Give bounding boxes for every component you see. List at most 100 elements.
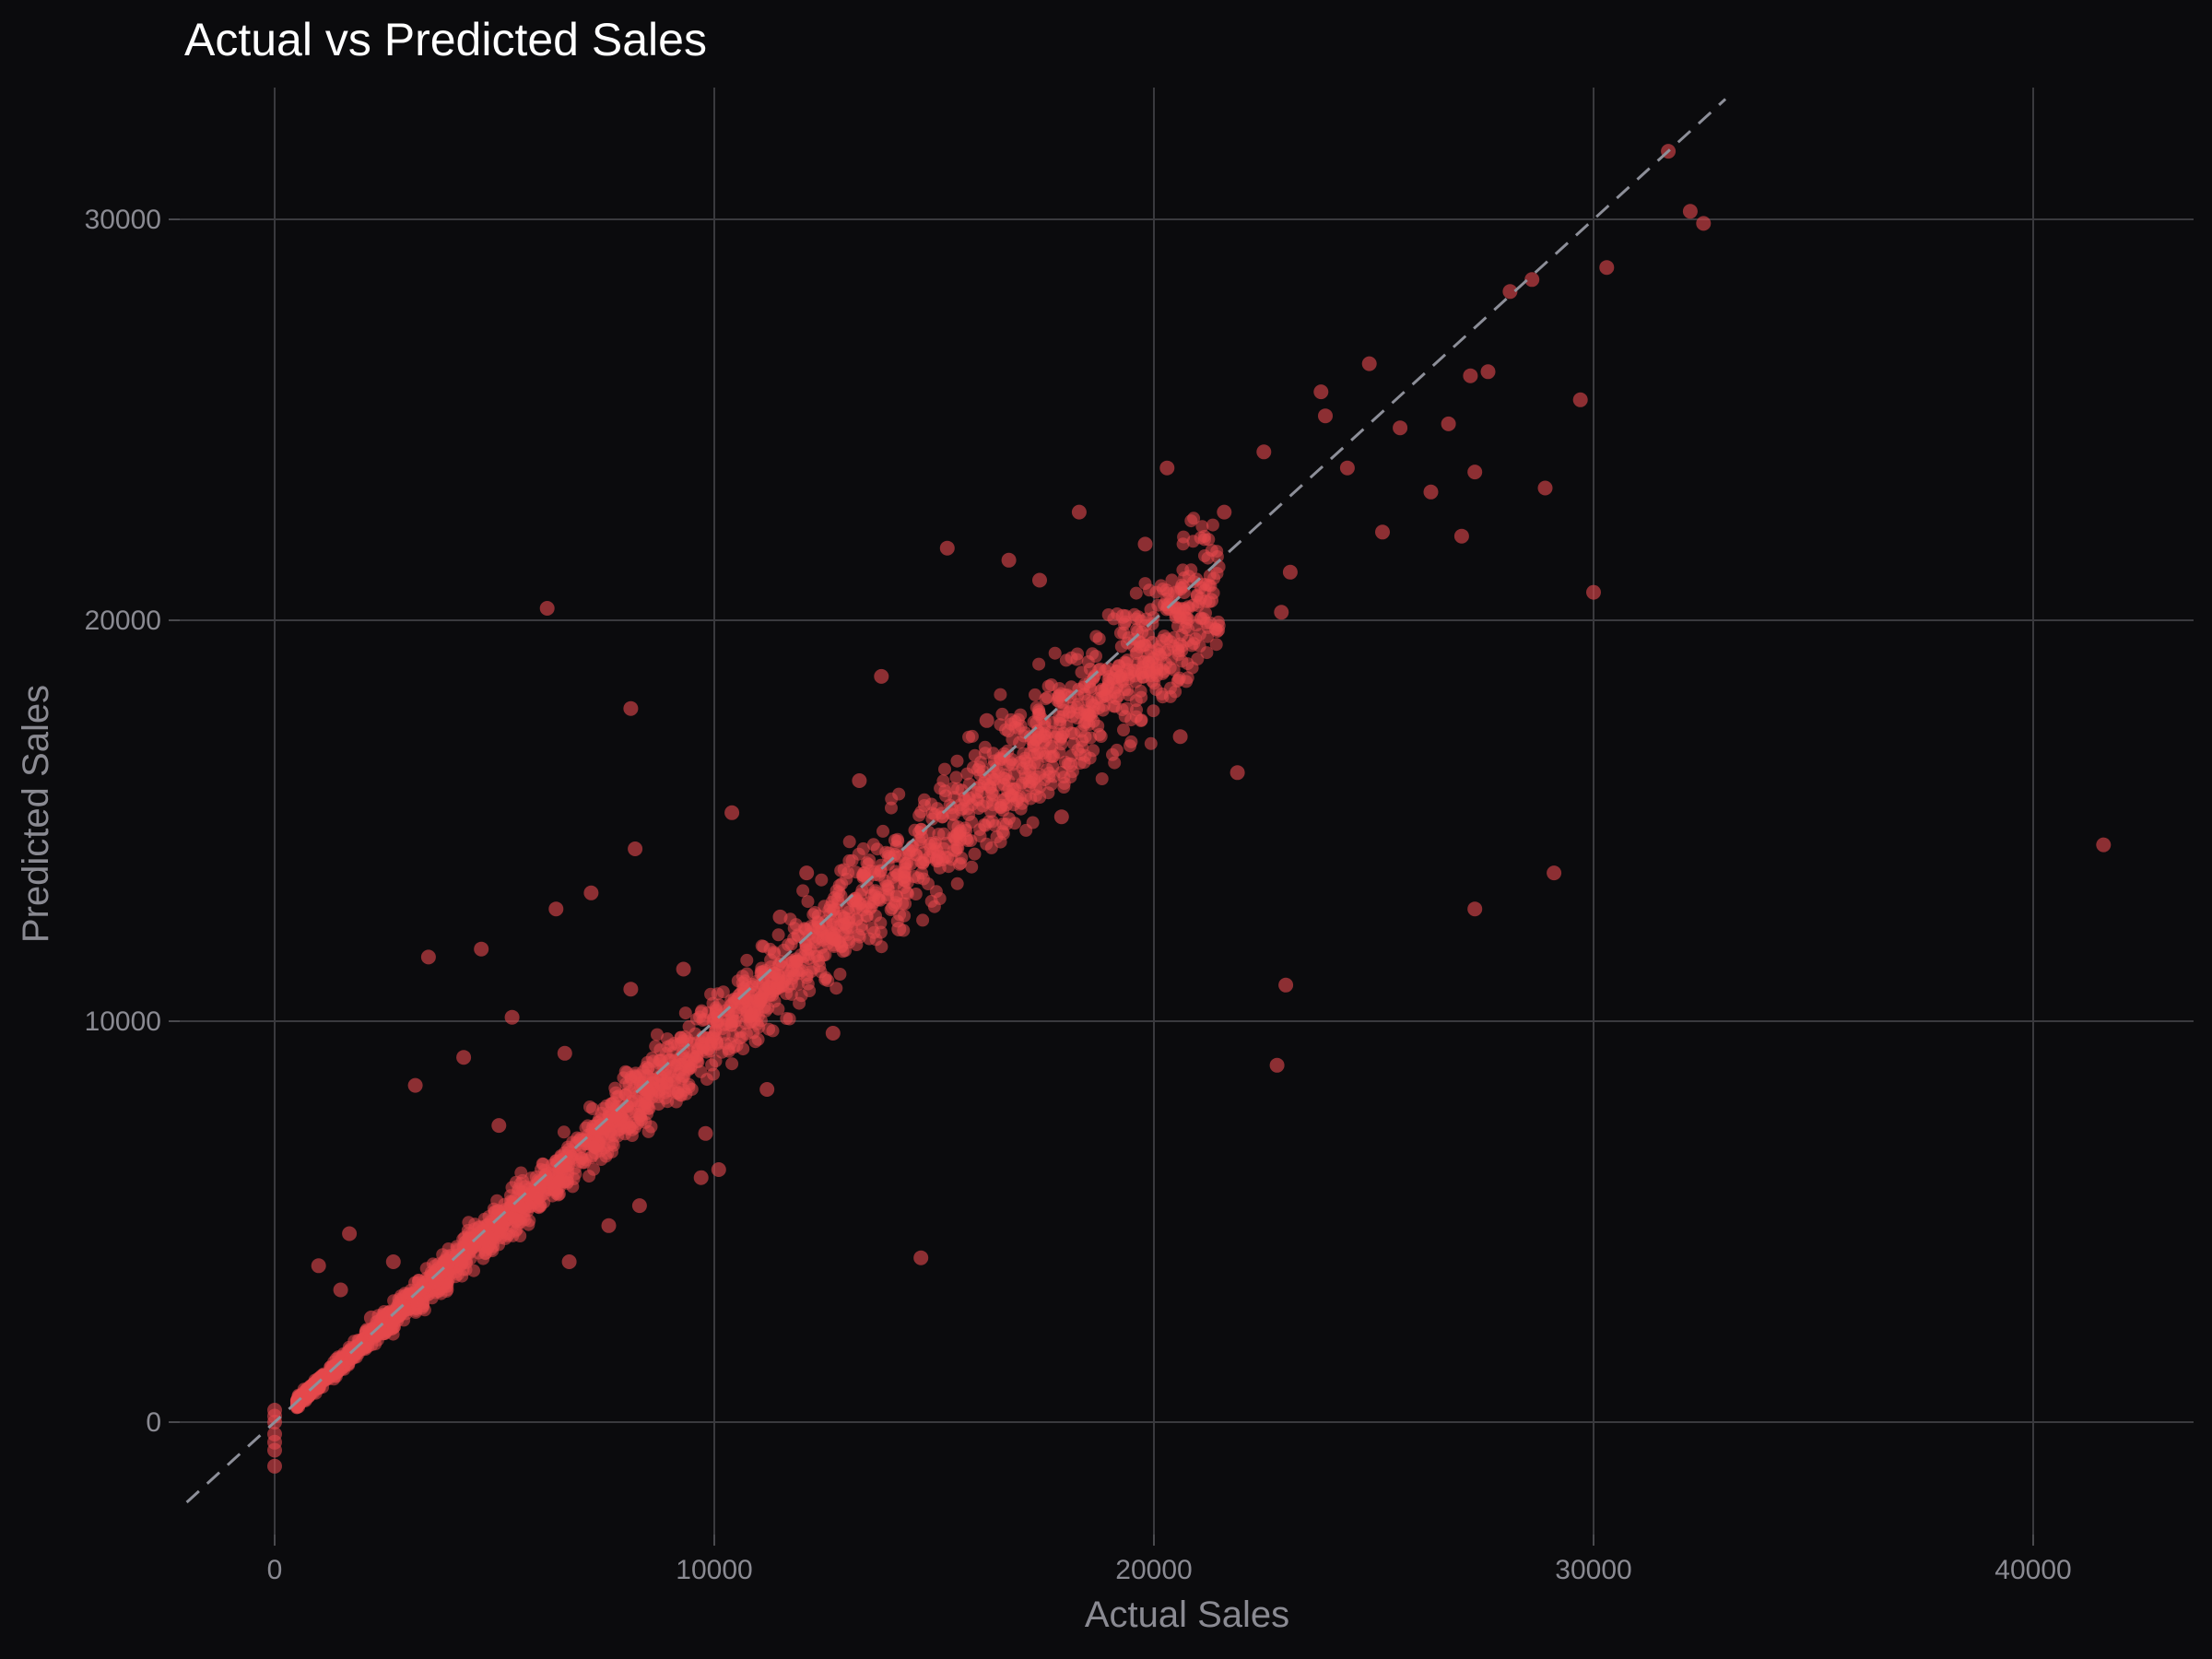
data-point: [1146, 635, 1159, 649]
data-points: [267, 144, 2112, 1474]
data-point: [950, 754, 964, 768]
data-point: [1094, 730, 1108, 743]
data-point: [1182, 600, 1195, 614]
data-point: [1030, 756, 1044, 770]
data-point: [856, 841, 870, 855]
data-point: [1014, 778, 1028, 792]
data-point: [1053, 710, 1066, 724]
data-point: [803, 984, 817, 997]
data-point: [784, 937, 798, 951]
data-point: [925, 812, 939, 826]
data-point: [1112, 659, 1126, 672]
data-point: [523, 1199, 536, 1213]
data-point: [953, 826, 967, 840]
data-point: [385, 1254, 401, 1269]
data-point: [1393, 420, 1408, 436]
data-point: [1181, 671, 1194, 685]
data-point: [1313, 384, 1329, 400]
data-point: [387, 1294, 401, 1308]
data-point: [1034, 726, 1048, 740]
data-point: [711, 1162, 726, 1177]
data-point: [1124, 739, 1136, 753]
data-point: [504, 1009, 520, 1025]
data-point: [889, 889, 903, 903]
data-point: [885, 801, 898, 815]
data-point: [1209, 638, 1223, 652]
data-point: [716, 985, 730, 999]
data-point: [1033, 780, 1047, 794]
data-point: [938, 762, 951, 776]
data-point: [1083, 751, 1097, 765]
data-point: [935, 810, 949, 824]
data-point: [978, 772, 992, 786]
data-point: [939, 540, 955, 556]
data-point: [407, 1077, 423, 1093]
data-point: [528, 1187, 542, 1201]
data-point: [587, 1140, 601, 1154]
data-point: [267, 1458, 282, 1474]
data-point: [1006, 733, 1019, 747]
data-point: [787, 922, 801, 935]
data-point: [1071, 504, 1087, 520]
data-point: [618, 1065, 632, 1078]
data-point: [561, 1254, 577, 1269]
data-point: [971, 785, 984, 799]
data-point: [845, 853, 859, 867]
data-point: [764, 953, 778, 967]
data-point: [1158, 665, 1171, 678]
data-point: [1210, 545, 1224, 559]
data-point: [1206, 518, 1219, 532]
data-point: [938, 784, 952, 798]
data-point: [1006, 758, 1019, 771]
data-point: [1112, 670, 1126, 683]
data-point: [505, 1220, 519, 1233]
data-point: [1178, 571, 1191, 584]
data-point: [771, 1002, 785, 1016]
data-point: [1196, 577, 1210, 591]
data-point: [1269, 1057, 1285, 1073]
x-tick-label: 20000: [1115, 1555, 1192, 1585]
data-point: [1063, 757, 1078, 772]
data-point: [693, 1170, 709, 1185]
data-point: [820, 929, 834, 943]
data-point: [1147, 704, 1160, 718]
data-point: [875, 940, 888, 954]
data-point: [1002, 812, 1016, 826]
data-point: [788, 955, 802, 969]
data-point: [966, 760, 980, 774]
y-tick-label: 10000: [85, 1006, 161, 1037]
data-point: [496, 1218, 510, 1232]
data-point: [1110, 681, 1124, 695]
data-point: [922, 825, 935, 839]
data-point: [740, 967, 754, 981]
data-point: [1087, 705, 1100, 719]
data-point: [698, 1125, 713, 1141]
data-point: [662, 1053, 676, 1066]
data-point: [1158, 598, 1171, 612]
data-point: [1187, 512, 1201, 525]
data-point: [1274, 605, 1289, 620]
data-point: [637, 1083, 651, 1097]
data-point: [378, 1327, 392, 1341]
data-point: [623, 700, 639, 716]
data-point: [1124, 713, 1138, 727]
data-point: [618, 1088, 632, 1101]
data-point: [1110, 692, 1124, 705]
x-tick-label: 0: [267, 1555, 283, 1585]
data-point: [1120, 701, 1134, 715]
data-point: [724, 1016, 738, 1030]
data-point: [757, 940, 771, 953]
data-point: [468, 1218, 482, 1231]
data-point: [827, 902, 841, 916]
data-point: [1091, 719, 1105, 733]
data-point: [583, 885, 599, 900]
data-point: [1114, 640, 1128, 653]
data-point: [1057, 777, 1071, 790]
data-point: [612, 1124, 625, 1137]
y-tick-label: 0: [146, 1407, 161, 1438]
data-point: [1181, 657, 1194, 671]
data-point: [669, 1095, 683, 1109]
data-point: [851, 900, 865, 913]
data-point: [766, 988, 780, 1002]
